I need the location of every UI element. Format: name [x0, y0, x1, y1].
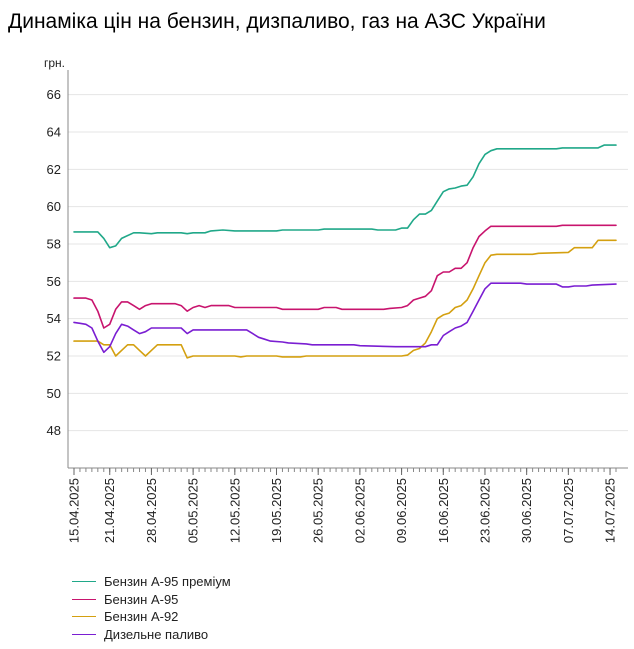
- y-tick-label: 58: [47, 237, 61, 252]
- legend-label: Бензин А-95: [104, 591, 179, 607]
- y-tick-label: 52: [47, 349, 61, 364]
- legend-label: Дизельне паливо: [104, 626, 209, 642]
- x-tick-label: 15.04.2025: [67, 478, 82, 543]
- legend-item: Бензин А-95 преміум: [72, 573, 231, 591]
- x-tick-label: 05.05.2025: [186, 478, 201, 543]
- y-tick-label: 54: [47, 311, 61, 326]
- y-tick-label: 48: [47, 423, 61, 438]
- x-tick-label: 30.06.2025: [519, 478, 534, 543]
- x-tick-label: 23.06.2025: [477, 478, 492, 543]
- series-line: [73, 144, 617, 249]
- legend-swatch: [72, 616, 96, 618]
- y-tick-label: 66: [47, 87, 61, 102]
- chart-legend: Бензин А-95 преміум Бензин А-95 Бензин А-9…: [72, 573, 231, 643]
- legend-swatch: [72, 598, 96, 600]
- legend-swatch: [72, 633, 96, 635]
- legend-item: Дизельне паливо: [72, 626, 231, 644]
- legend-label: Бензин А-92: [104, 609, 179, 625]
- chart-title: Динаміка цін на бензин, дизпаливо, газ н…: [8, 10, 546, 33]
- x-tick-label: 19.05.2025: [269, 478, 284, 543]
- y-tick-label: 60: [47, 199, 61, 214]
- x-tick-label: 09.06.2025: [394, 478, 409, 543]
- y-tick-label: 56: [47, 274, 61, 289]
- legend-item: Бензин А-95: [72, 591, 231, 609]
- x-tick-label: 07.07.2025: [561, 478, 576, 543]
- series-line: [73, 224, 617, 329]
- legend-label: Бензин А-95 преміум: [104, 574, 231, 590]
- legend-item: Бензин А-92: [72, 608, 231, 626]
- line-chart: 48 50 52 54 56 58 60 62 64 66 грн. 15.04.2025 21.04.…: [44, 56, 628, 543]
- x-tick-label: 26.05.2025: [311, 478, 326, 543]
- x-tick-label: 28.04.2025: [144, 478, 159, 543]
- x-tick-label: 02.06.2025: [352, 478, 367, 543]
- series-line: [73, 239, 617, 359]
- x-tick-label: 14.07.2025: [603, 478, 618, 543]
- series-line: [73, 282, 617, 354]
- y-tick-label: 64: [47, 125, 61, 140]
- x-tick-label: 16.06.2025: [436, 478, 451, 543]
- legend-swatch: [72, 581, 96, 583]
- x-tick-label: 12.05.2025: [227, 478, 242, 543]
- y-axis-label: грн.: [44, 56, 65, 70]
- y-tick-label: 62: [47, 162, 61, 177]
- x-tick-label: 21.04.2025: [102, 478, 117, 543]
- y-tick-label: 50: [47, 386, 61, 401]
